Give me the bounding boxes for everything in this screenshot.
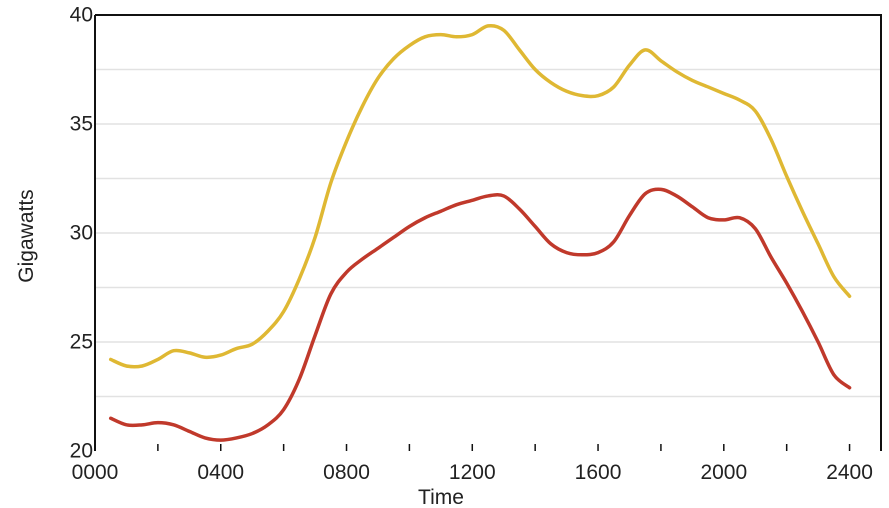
series-lines [108,23,852,442]
y-tick-label: 35 [70,113,93,136]
grid-lines [95,68,881,398]
series-line-1 [108,23,852,369]
x-tick-label: 0400 [197,461,244,484]
x-tick-label: 0000 [72,461,119,484]
y-tick-label: 40 [70,4,93,27]
y-tick-label: 30 [70,222,93,245]
x-tick-label: 0800 [323,461,370,484]
x-axis-label: Time [418,486,464,508]
x-tick-label: 1600 [575,461,622,484]
plot-frame [94,14,882,451]
series-line-2 [108,187,852,442]
x-tick-label: 1200 [449,461,496,484]
y-tick-label: 25 [70,331,93,354]
x-tick-label: 2000 [700,461,747,484]
x-tick-label: 2400 [826,461,873,484]
y-axis-label: Gigawatts [15,189,38,282]
x-axis-ticks: 0000 0400 0800 1200 1600 2000 2400 [72,444,873,484]
y-tick-label: 20 [70,440,93,463]
y-axis-ticks: 20 25 30 35 40 [70,4,93,463]
